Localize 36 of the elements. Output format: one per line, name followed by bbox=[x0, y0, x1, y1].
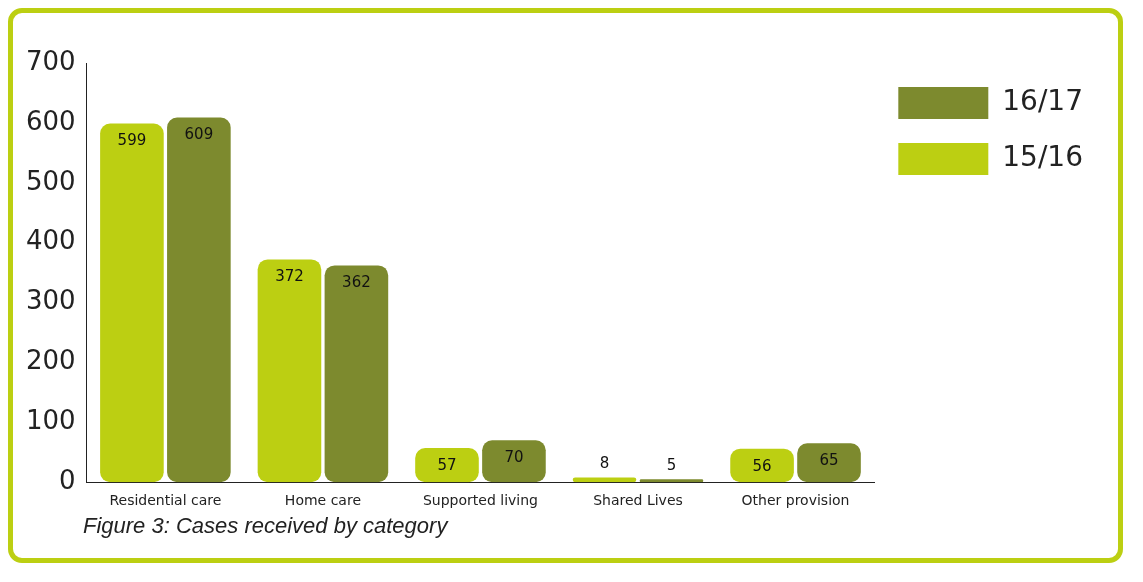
data-label: 8 bbox=[599, 453, 610, 472]
bar bbox=[572, 477, 637, 483]
bar bbox=[415, 448, 479, 483]
x-tick-label: Home care bbox=[284, 492, 361, 509]
caption: Figure 3: Cases received by category bbox=[83, 513, 450, 539]
y-tick-label: 100 bbox=[25, 405, 76, 436]
bar bbox=[324, 265, 389, 483]
bar bbox=[730, 448, 794, 483]
y-tick-label: 0 bbox=[59, 464, 76, 495]
bar bbox=[167, 117, 231, 483]
y-tick-label: 500 bbox=[25, 165, 76, 196]
legend-label: 16/17 bbox=[1002, 84, 1084, 118]
data-label: 362 bbox=[342, 273, 371, 292]
data-label: 609 bbox=[184, 125, 214, 144]
x-tick-label: Shared Lives bbox=[593, 492, 683, 509]
data-label: 599 bbox=[117, 131, 147, 150]
data-label: 70 bbox=[504, 448, 524, 467]
data-label: 57 bbox=[437, 455, 457, 474]
y-tick-label: 300 bbox=[25, 285, 76, 316]
bar bbox=[639, 479, 704, 483]
y-tick-label: 700 bbox=[25, 45, 76, 76]
data-label: 56 bbox=[752, 456, 772, 475]
bar bbox=[797, 443, 861, 483]
x-tick-label: Other provision bbox=[741, 492, 850, 509]
x-tick-label: Residential care bbox=[109, 492, 222, 509]
y-tick-label: 600 bbox=[25, 105, 76, 136]
bar bbox=[257, 259, 322, 483]
y-tick-label: 200 bbox=[25, 345, 76, 376]
data-label: 65 bbox=[819, 451, 839, 470]
data-label: 5 bbox=[666, 455, 677, 474]
x-tick-label: Supported living bbox=[422, 492, 538, 509]
y-tick-label: 400 bbox=[25, 225, 76, 256]
data-label: 372 bbox=[275, 267, 304, 286]
legend-label: 15/16 bbox=[1002, 140, 1084, 174]
bar bbox=[100, 123, 164, 483]
bar bbox=[482, 440, 546, 483]
